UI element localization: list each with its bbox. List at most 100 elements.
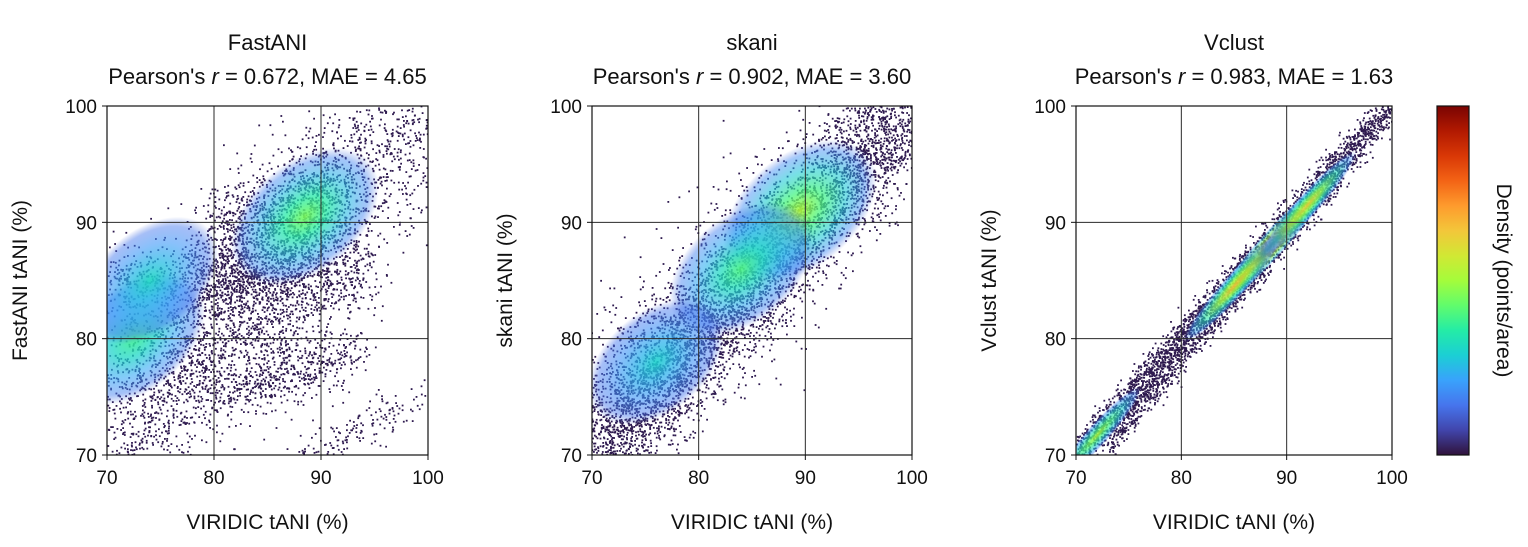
data-point — [223, 227, 225, 230]
data-point — [210, 364, 213, 366]
data-point — [225, 244, 228, 247]
data-point — [195, 386, 197, 389]
data-point — [315, 285, 318, 288]
data-point — [192, 372, 195, 375]
data-point — [160, 396, 163, 399]
data-point — [246, 343, 248, 345]
data-point — [374, 164, 377, 167]
data-point — [176, 397, 179, 399]
data-point — [109, 246, 111, 249]
data-point — [276, 302, 279, 305]
data-point — [223, 275, 226, 278]
data-point — [120, 402, 123, 405]
data-point — [349, 304, 351, 306]
data-point — [233, 398, 236, 401]
data-point — [190, 356, 193, 359]
data-point — [190, 362, 193, 365]
data-point — [229, 237, 232, 240]
data-point — [383, 199, 386, 202]
data-point — [150, 417, 153, 419]
data-point — [387, 176, 389, 178]
data-point — [305, 336, 308, 339]
data-point — [422, 148, 425, 150]
data-point — [369, 294, 372, 296]
data-point — [241, 321, 244, 324]
data-point — [280, 343, 282, 346]
data-point — [286, 293, 289, 295]
data-point — [353, 271, 356, 274]
data-point — [252, 310, 254, 313]
data-point — [323, 304, 326, 307]
data-point — [276, 299, 279, 302]
data-point — [238, 295, 240, 298]
data-point — [238, 356, 240, 359]
data-point — [267, 290, 270, 293]
data-point — [244, 342, 247, 344]
data-point — [162, 393, 165, 396]
data-point — [210, 371, 212, 373]
data-point — [231, 229, 234, 232]
data-point — [258, 331, 260, 333]
data-point — [315, 393, 318, 396]
data-point — [194, 363, 197, 366]
data-point — [338, 298, 341, 301]
data-point — [387, 263, 389, 266]
data-point — [163, 426, 166, 429]
data-point — [163, 399, 165, 402]
data-point — [385, 130, 388, 133]
data-point — [229, 281, 232, 284]
data-point — [145, 441, 148, 444]
data-point — [224, 277, 227, 280]
data-point — [289, 313, 292, 315]
data-point — [276, 338, 279, 341]
data-point — [208, 421, 211, 423]
data-point — [237, 197, 240, 200]
data-point — [336, 288, 338, 291]
data-point — [330, 284, 332, 287]
data-point — [354, 146, 357, 149]
data-point — [123, 431, 126, 434]
data-point — [408, 152, 411, 155]
data-point — [141, 437, 144, 440]
data-point — [288, 348, 291, 351]
data-point — [202, 363, 204, 366]
data-point — [222, 300, 225, 303]
data-point — [108, 407, 111, 409]
data-point — [365, 152, 368, 155]
data-point — [151, 395, 154, 398]
data-point — [246, 367, 248, 370]
data-point — [352, 293, 355, 296]
data-point — [192, 389, 195, 392]
data-point — [292, 304, 294, 307]
data-point — [383, 202, 386, 204]
data-point — [311, 361, 313, 363]
data-point — [224, 281, 227, 284]
data-point — [225, 302, 228, 305]
data-point — [159, 398, 161, 400]
data-point — [353, 295, 355, 297]
data-point — [248, 319, 251, 321]
data-point — [292, 292, 294, 294]
data-point — [204, 410, 207, 413]
data-point — [170, 385, 172, 387]
data-point — [234, 270, 237, 273]
data-point — [359, 142, 361, 144]
data-point — [347, 317, 350, 319]
data-point — [298, 294, 300, 297]
data-point — [258, 333, 261, 336]
data-point — [282, 351, 284, 353]
data-point — [305, 314, 308, 317]
data-point — [167, 395, 169, 398]
data-point — [310, 285, 312, 288]
data-point — [240, 304, 243, 307]
data-point — [384, 109, 386, 112]
data-point — [322, 269, 324, 272]
data-point — [178, 448, 181, 451]
data-point — [225, 259, 227, 262]
data-point — [398, 188, 401, 191]
data-point — [230, 374, 233, 377]
data-point — [279, 308, 282, 311]
data-point — [243, 356, 246, 358]
data-point — [168, 393, 171, 396]
data-point — [252, 346, 255, 349]
